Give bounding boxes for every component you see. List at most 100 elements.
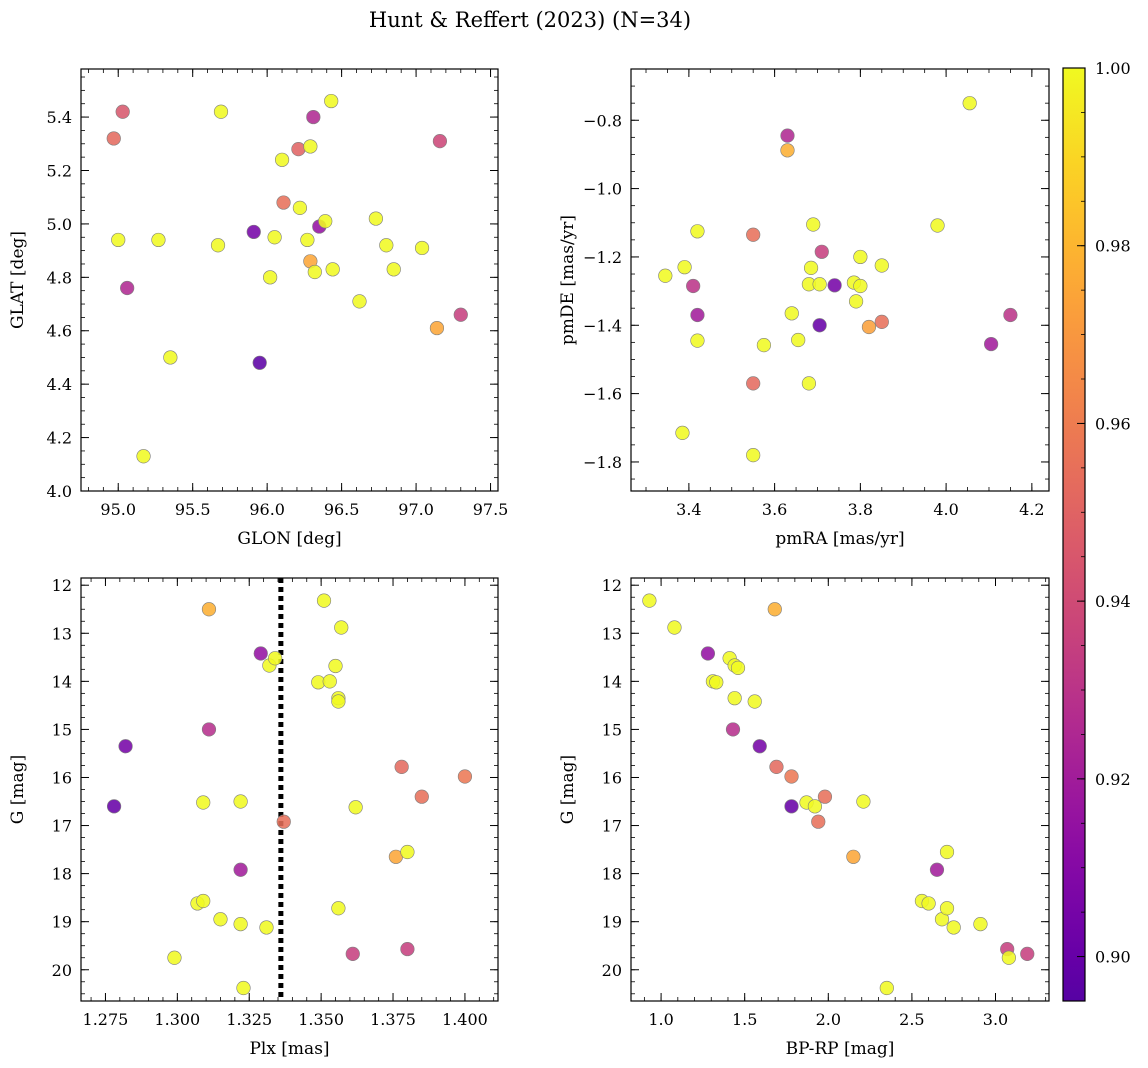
data-point <box>120 280 135 296</box>
data-point <box>725 722 741 737</box>
data-point <box>394 759 409 775</box>
data-point <box>386 262 401 277</box>
data-point <box>801 376 817 391</box>
data-point <box>300 232 315 248</box>
y-tick-label: 18 <box>602 865 622 884</box>
colorbar-tick-label: 0.96 <box>1095 414 1131 433</box>
data-point <box>879 980 894 996</box>
x-tick-label: 1.5 <box>732 1010 757 1029</box>
y-tick-label: 13 <box>602 624 622 643</box>
data-point <box>658 268 673 283</box>
data-point <box>700 646 716 661</box>
points-pmra-pmde <box>658 96 1018 463</box>
data-point <box>791 332 806 348</box>
data-point <box>780 143 795 158</box>
y-tick-label: 18 <box>52 865 72 884</box>
points-plx-g <box>106 593 473 996</box>
data-point <box>817 789 833 804</box>
y-tick-label: 12 <box>602 576 622 595</box>
data-point <box>324 93 339 109</box>
data-point <box>306 109 321 125</box>
y-axis-label: GLAT [deg] <box>8 231 28 329</box>
data-point <box>352 294 367 309</box>
data-point <box>709 675 724 690</box>
y-tick-label: 12 <box>52 576 72 595</box>
data-point <box>331 694 346 709</box>
x-tick-label: 1.275 <box>83 1010 129 1029</box>
data-point <box>921 896 936 911</box>
data-point <box>151 232 166 248</box>
x-tick-label: 1.325 <box>226 1010 272 1029</box>
data-point <box>213 104 229 119</box>
data-point <box>325 262 340 277</box>
x-tick-label: 96.5 <box>324 500 360 519</box>
data-point <box>322 674 337 689</box>
colorbar: 0.90 0.92 0.94 0.96 0.98 1.00 <box>1062 59 1131 1002</box>
colorbar-tick-label: 0.90 <box>1095 948 1131 967</box>
x-tick-label: 97.5 <box>473 500 509 519</box>
x-tick-label: 1.0 <box>648 1010 673 1029</box>
y-axis-label: G [mag] <box>8 755 28 824</box>
data-point <box>667 620 682 635</box>
y-tick-label: 19 <box>602 913 622 932</box>
data-point <box>874 314 889 329</box>
y-tick-label: 4.0 <box>47 482 72 501</box>
data-point <box>136 449 151 464</box>
x-axis-label: pmRA [mas/yr] <box>775 529 904 549</box>
data-point <box>846 849 861 864</box>
y-tick-label: 4.2 <box>47 429 72 448</box>
data-point <box>233 916 248 932</box>
data-point <box>946 920 961 935</box>
data-point <box>747 694 762 709</box>
data-point <box>939 844 955 860</box>
y-tick-label: −1.4 <box>583 316 622 335</box>
x-tick-label: 1.350 <box>298 1010 344 1029</box>
data-point <box>1003 307 1018 323</box>
panel-pmra-pmde: 3.4 3.6 3.8 4.0 4.2 −1.8 −1.6 −1.4 −1.2 −1.0 −0.8 p… <box>558 68 1050 549</box>
data-point <box>331 901 346 916</box>
y-tick-label: 5.0 <box>47 215 72 234</box>
y-tick-label: 17 <box>602 817 622 836</box>
data-point <box>111 232 126 248</box>
x-tick-label: 3.8 <box>848 500 873 519</box>
x-tick-label: 4.2 <box>1019 500 1044 519</box>
data-point <box>348 800 363 815</box>
axes-frame <box>80 68 499 492</box>
data-point <box>253 646 268 661</box>
colorbar-tick-label: 0.98 <box>1095 237 1131 256</box>
data-point <box>812 277 827 292</box>
panel-bprp-g: 1.0 1.5 2.0 2.5 3.0 12 13 14 15 16 17 18 19 20 BP-RP [… <box>558 576 1050 1059</box>
y-tick-label: 16 <box>602 768 622 787</box>
y-tick-label: 5.4 <box>47 108 72 127</box>
data-point <box>318 214 333 229</box>
data-point <box>811 814 826 829</box>
data-point <box>973 916 988 932</box>
x-tick-label: 3.6 <box>762 500 787 519</box>
data-point <box>292 200 308 215</box>
data-point <box>268 651 283 666</box>
x-tick-label: 97.0 <box>398 500 434 519</box>
data-point <box>414 789 429 804</box>
points-glon-glat <box>106 93 468 464</box>
data-point <box>400 941 415 957</box>
y-axis-label: pmDE [mas/yr] <box>558 215 578 345</box>
y-tick-label: 5.2 <box>47 161 72 180</box>
data-point <box>642 593 657 608</box>
x-tick-label: 3.0 <box>983 1010 1008 1029</box>
axes-frame <box>630 577 1050 1002</box>
x-tick-label: 95.0 <box>100 500 136 519</box>
x-tick-label: 95.5 <box>175 500 211 519</box>
data-point <box>686 278 701 294</box>
data-point <box>233 794 248 809</box>
data-point <box>806 217 821 232</box>
data-point <box>807 799 823 814</box>
data-point <box>196 795 211 810</box>
data-point <box>853 249 868 265</box>
data-point <box>856 794 871 809</box>
x-tick-label: 96.0 <box>249 500 285 519</box>
y-tick-label: −0.8 <box>583 111 622 130</box>
points-bprp-g <box>642 593 1035 996</box>
y-tick-label: −1.2 <box>583 248 622 267</box>
data-point <box>236 980 251 996</box>
data-point <box>780 128 795 143</box>
